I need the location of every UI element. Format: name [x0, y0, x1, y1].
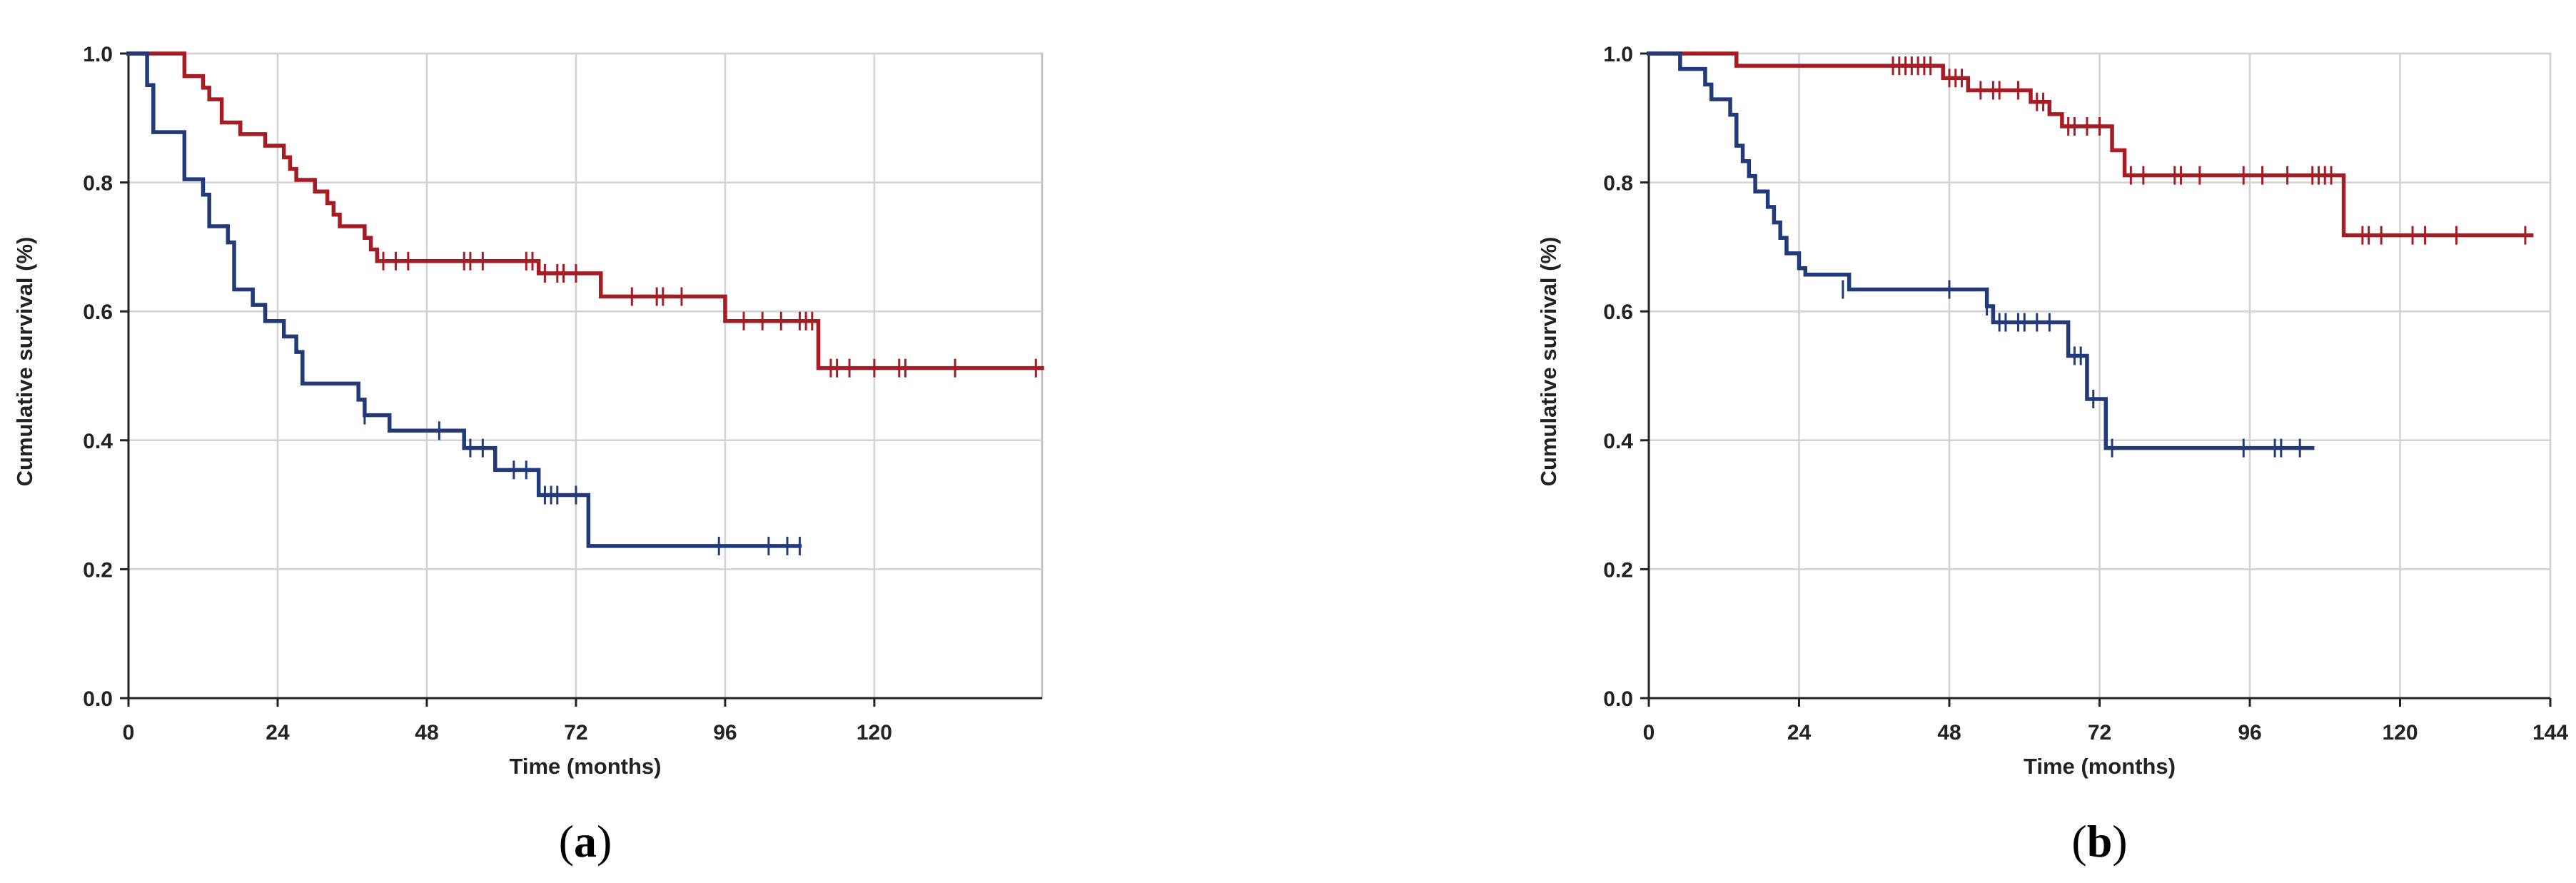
x-tick-label: 48 — [1937, 721, 1961, 745]
y-axis-title: Cumulative survival (%) — [12, 237, 37, 487]
x-tick-label: 96 — [713, 721, 737, 745]
x-tick-label: 72 — [564, 721, 587, 745]
survival-curve-series-2 — [126, 51, 802, 548]
x-axis-title: Time (months) — [2024, 754, 2176, 779]
x-tick-label: 72 — [2088, 721, 2111, 745]
survival-curve-series-1 — [1647, 51, 2534, 238]
y-tick-label: 0.8 — [1603, 172, 1633, 196]
y-tick-label: 0.0 — [83, 687, 113, 711]
y-tick-label: 0.6 — [1603, 301, 1633, 324]
x-tick-label: 120 — [2382, 721, 2418, 745]
x-tick-label: 24 — [266, 721, 290, 745]
y-tick-label: 1.0 — [83, 43, 113, 66]
y-tick-label: 0.8 — [83, 172, 113, 196]
panel-label: (b) — [2071, 816, 2127, 867]
x-tick-label: 96 — [2238, 721, 2261, 745]
x-axis-title: Time (months) — [510, 754, 662, 779]
y-tick-label: 0.2 — [1603, 558, 1633, 582]
x-tick-label: 0 — [123, 721, 135, 745]
panel-letter: b — [2087, 816, 2113, 867]
y-tick-label: 0.6 — [83, 301, 113, 324]
chart-panel-b: 0 24 48 72 96 120 144 0.0 0.2 0.4 0.6 0.8 1.0 Time (m… — [1536, 43, 2568, 867]
x-tick-label: 0 — [1643, 721, 1655, 745]
x-tick-label: 48 — [415, 721, 438, 745]
y-tick-label: 0.2 — [83, 558, 113, 582]
panel-label: (a) — [559, 816, 612, 867]
survival-curve-series-2 — [1647, 51, 2315, 450]
y-tick-label: 0.0 — [1603, 687, 1633, 711]
x-tick-label: 120 — [857, 721, 892, 745]
y-tick-label: 0.4 — [1603, 430, 1633, 453]
x-tick-label: 144 — [2532, 721, 2568, 745]
y-axis-title: Cumulative survival (%) — [1536, 237, 1561, 487]
chart-panel-a: 0 24 48 72 96 120 0.0 0.2 0.4 0.6 0.8 1.0 Time (mont… — [12, 43, 1044, 867]
y-tick-label: 0.4 — [83, 430, 113, 453]
y-tick-label: 1.0 — [1603, 43, 1633, 66]
x-tick-label: 24 — [1787, 721, 1812, 745]
panel-letter: a — [574, 816, 597, 867]
survival-curve-series-1 — [126, 51, 1044, 370]
